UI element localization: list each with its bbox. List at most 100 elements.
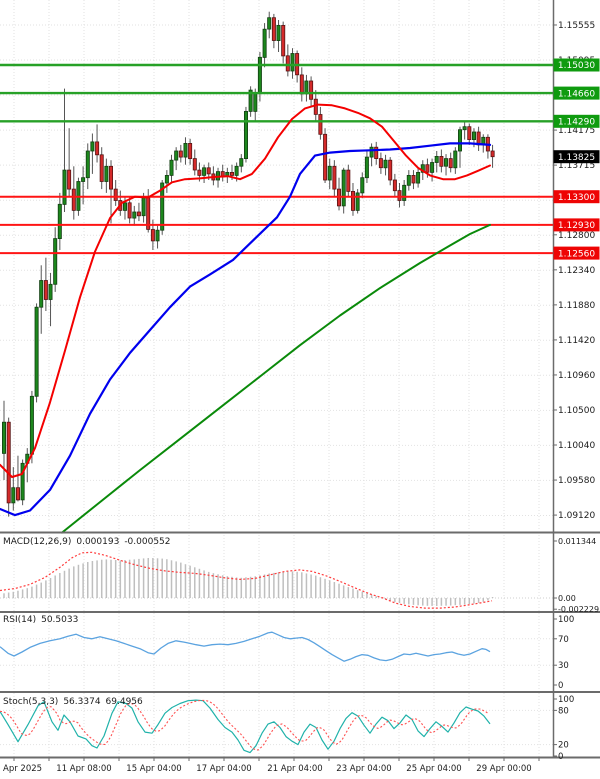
price-badges: 1.15030 1.14660 1.14290 1.13300 1.12930 1.125… [553,58,600,260]
bull-candle [462,126,467,131]
axis-tick-label: 1.09120 [558,511,595,521]
bull-candle [29,395,34,455]
bear-candle [425,164,430,173]
bear-candle [323,133,328,181]
bull-candle [457,129,462,152]
bear-candle [113,188,118,201]
svg-text:1.13300: 1.13300 [558,193,595,203]
svg-text:1.15030: 1.15030 [558,61,595,71]
bear-candle [397,190,402,201]
bear-candle [378,158,383,169]
axis-tick-label: 0.00 [558,594,576,603]
axis-tick-label: 100 [558,695,574,705]
pane-borders [0,0,600,759]
bull-candle [383,159,388,169]
bull-candle [2,421,7,454]
bull-candle [141,196,146,217]
macd-value-main: 0.000193 [76,537,120,547]
bear-candle [299,74,304,95]
bull-candle [57,203,62,240]
bear-candle [99,154,104,182]
bull-candle [406,174,411,186]
axis-tick-label: 1.10040 [558,441,595,451]
bear-candle [136,211,141,217]
bear-candle [318,114,323,135]
bull-candle [174,150,179,161]
bull-candle [267,17,272,30]
time-label: 23 Apr 04:00 [336,764,391,774]
svg-text:1.12930: 1.12930 [558,221,595,231]
bear-candle [71,188,76,211]
bear-candle [388,159,393,181]
time-label: 29 Apr 00:00 [476,764,531,774]
resistance-price-badge [553,114,600,128]
resistance-price-badge [553,86,600,100]
bear-candle [95,141,100,156]
bear-candle [467,126,472,140]
support-price-badge [553,246,600,260]
axis-tick-label: 1.12800 [558,231,595,241]
time-label: 25 Apr 04:00 [406,764,461,774]
svg-text:1.14290: 1.14290 [558,118,595,128]
axis-tick-label: 1.09580 [558,476,595,486]
bull-candle [234,165,239,176]
bull-candle [276,24,281,41]
axis-tick-label: 1.11880 [558,301,595,311]
ma-slow-green-line [61,223,491,534]
bear-candle [67,169,72,190]
bear-candle [313,98,318,115]
ma-fast-red-line [0,103,491,478]
bear-candle [43,280,48,300]
bear-candle [490,150,495,158]
bull-candle [62,169,67,205]
bear-candle [332,165,337,190]
svg-text:1.13825: 1.13825 [558,153,595,163]
stoch-value-d: 69.4956 [105,697,143,707]
stoch-label: Stoch(5,3,3) [3,697,59,707]
bull-candle [104,165,109,182]
bull-candle [202,167,207,176]
time-label: 17 Apr 04:00 [196,764,251,774]
axis-tick-label: 1.10500 [558,406,595,416]
axis-tick-label: 70 [558,635,569,645]
bull-candle [257,56,262,94]
bull-candle [471,131,476,140]
bull-candle [85,150,90,179]
svg-text:1.14660: 1.14660 [558,89,595,99]
support-price-badge [553,218,600,232]
resistance-price-badge [553,58,600,72]
macd-value-signal: -0.000552 [124,537,171,547]
support-price-badge [553,190,600,204]
axis-tick-label: 100 [558,615,574,625]
bull-candle [169,159,174,176]
bear-candle [6,421,11,504]
bull-candle [369,146,374,158]
macd-header: MACD(12,26,9) 0.000193 -0.000552 [3,537,176,547]
bull-candle [81,177,86,182]
bull-candle [53,238,58,285]
bull-candle [360,177,365,194]
bear-candle [127,202,132,219]
axis-tick-label: 80 [558,706,569,716]
bull-candle [183,142,188,158]
bull-candle [364,156,369,179]
bull-candle [420,164,425,173]
bull-candle [164,174,169,184]
bear-candle [178,150,183,158]
axis-tick-label: 1.13715 [558,161,595,171]
macd-label: MACD(12,26,9) [3,537,72,547]
bear-candle [197,169,202,176]
bull-candle [155,229,160,242]
stoch-k-line [0,699,491,754]
ma-mid-blue-line [0,142,492,517]
bear-candle [350,190,355,211]
bull-candle [434,155,439,163]
rsi-pane-surface[interactable] [0,613,553,691]
level-lines [0,63,553,255]
bear-candle [192,158,197,171]
bear-candle [109,165,114,190]
main-pane-surface[interactable] [0,0,553,531]
svg-text:1.12560: 1.12560 [558,249,595,259]
bear-candle [439,155,444,167]
